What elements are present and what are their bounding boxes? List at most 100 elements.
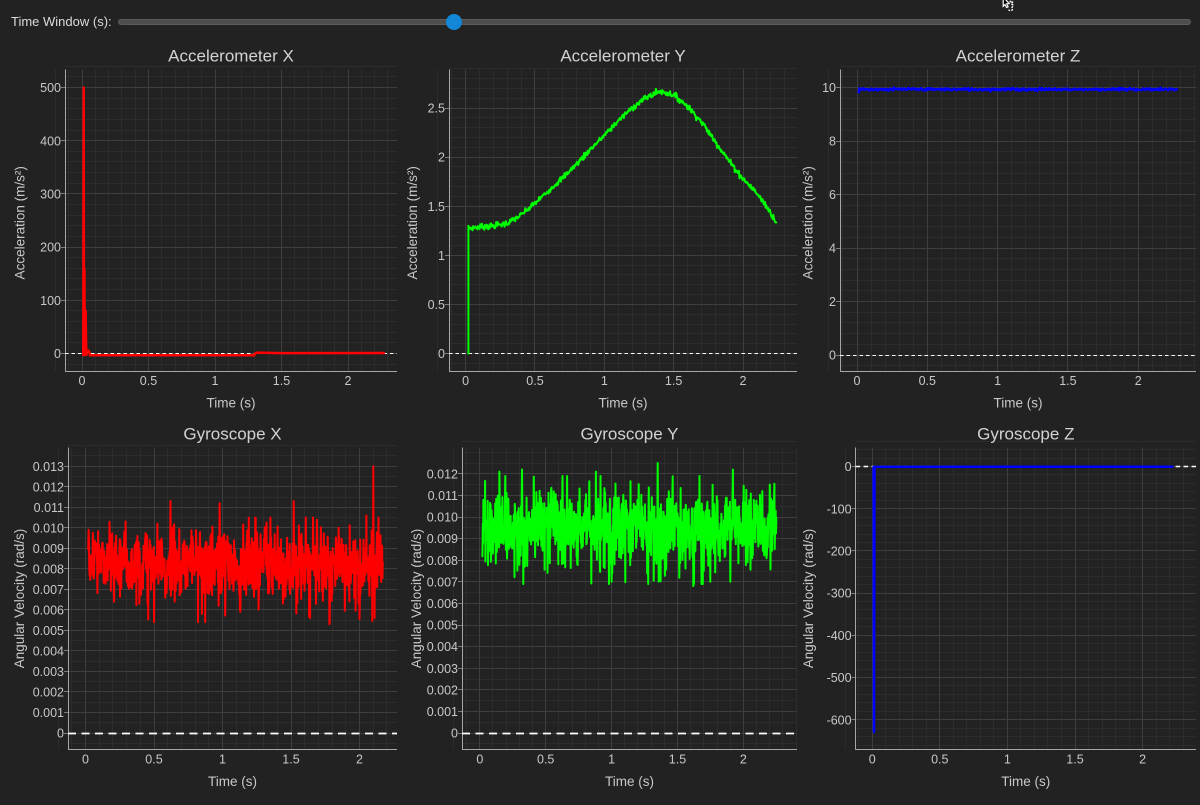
svg-text:1.5: 1.5 — [669, 753, 686, 767]
svg-text:100: 100 — [40, 294, 61, 308]
svg-text:0.008: 0.008 — [427, 554, 458, 568]
svg-text:0.5: 0.5 — [919, 374, 936, 388]
svg-text:0.007: 0.007 — [33, 583, 64, 597]
svg-text:Time (s): Time (s) — [1001, 774, 1050, 789]
svg-text:2.5: 2.5 — [428, 102, 445, 116]
svg-text:0.001: 0.001 — [427, 705, 458, 719]
svg-text:2: 2 — [345, 374, 352, 388]
svg-text:0: 0 — [462, 374, 469, 388]
svg-text:4: 4 — [829, 242, 836, 256]
svg-text:2: 2 — [740, 753, 747, 767]
svg-text:0.004: 0.004 — [427, 640, 458, 654]
svg-text:0.5: 0.5 — [526, 374, 543, 388]
svg-text:Accelerometer X: Accelerometer X — [168, 47, 294, 66]
svg-text:0.006: 0.006 — [427, 597, 458, 611]
svg-text:0.5: 0.5 — [428, 298, 445, 312]
svg-text:0.007: 0.007 — [427, 575, 458, 589]
svg-text:1.5: 1.5 — [1059, 374, 1076, 388]
svg-text:0.009: 0.009 — [427, 532, 458, 546]
svg-text:Gyroscope X: Gyroscope X — [183, 425, 281, 444]
svg-text:1: 1 — [212, 374, 219, 388]
svg-text:-500: -500 — [827, 671, 852, 685]
svg-text:0.002: 0.002 — [33, 686, 64, 700]
svg-text:1: 1 — [438, 249, 445, 263]
svg-text:-400: -400 — [827, 629, 852, 643]
svg-text:0: 0 — [451, 727, 458, 741]
svg-text:0.006: 0.006 — [33, 604, 64, 618]
svg-text:1.5: 1.5 — [282, 753, 299, 767]
svg-text:Time (s): Time (s) — [599, 396, 648, 411]
svg-text:0: 0 — [476, 753, 483, 767]
svg-text:0.011: 0.011 — [428, 489, 458, 503]
svg-text:0.003: 0.003 — [427, 662, 458, 676]
svg-text:0: 0 — [79, 374, 86, 388]
svg-text:200: 200 — [40, 241, 61, 255]
svg-text:-600: -600 — [827, 713, 852, 727]
svg-text:-100: -100 — [827, 502, 852, 516]
svg-text:0.013: 0.013 — [33, 460, 64, 474]
svg-text:0: 0 — [82, 753, 89, 767]
svg-text:0.010: 0.010 — [427, 511, 458, 525]
svg-text:0.5: 0.5 — [931, 753, 948, 767]
svg-text:0.005: 0.005 — [427, 619, 458, 633]
svg-text:Time (s): Time (s) — [207, 396, 256, 411]
svg-text:Gyroscope Z: Gyroscope Z — [977, 425, 1074, 444]
svg-text:Acceleration (m/s²): Acceleration (m/s²) — [405, 166, 420, 279]
svg-text:1: 1 — [219, 753, 226, 767]
svg-text:Acceleration (m/s²): Acceleration (m/s²) — [801, 166, 816, 279]
svg-text:Angular Velocity (rad/s): Angular Velocity (rad/s) — [409, 529, 424, 669]
svg-text:1: 1 — [994, 374, 1001, 388]
svg-text:Accelerometer Y: Accelerometer Y — [560, 47, 685, 66]
svg-text:0: 0 — [854, 374, 861, 388]
svg-text:8: 8 — [829, 135, 836, 149]
svg-text:400: 400 — [40, 134, 61, 148]
svg-text:1.5: 1.5 — [428, 200, 445, 214]
svg-text:Angular Velocity (rad/s): Angular Velocity (rad/s) — [12, 529, 27, 669]
svg-text:0.011: 0.011 — [34, 501, 64, 515]
svg-text:0: 0 — [438, 347, 445, 361]
svg-text:0.010: 0.010 — [33, 521, 64, 535]
svg-text:0.5: 0.5 — [537, 753, 554, 767]
svg-text:2: 2 — [829, 295, 836, 309]
svg-text:0.002: 0.002 — [427, 683, 458, 697]
svg-text:Time (s): Time (s) — [208, 774, 257, 789]
svg-text:300: 300 — [40, 188, 61, 202]
svg-text:0.5: 0.5 — [145, 753, 162, 767]
svg-text:Gyroscope Y: Gyroscope Y — [581, 425, 679, 444]
svg-text:2: 2 — [1139, 753, 1146, 767]
svg-text:0.012: 0.012 — [427, 467, 458, 481]
svg-text:1: 1 — [608, 753, 615, 767]
svg-text:Acceleration (m/s²): Acceleration (m/s²) — [13, 166, 28, 279]
svg-text:0.001: 0.001 — [33, 706, 64, 720]
svg-text:Angular Velocity (rad/s): Angular Velocity (rad/s) — [801, 529, 816, 669]
svg-text:10: 10 — [822, 81, 836, 95]
svg-text:6: 6 — [829, 188, 836, 202]
svg-text:1.5: 1.5 — [1066, 753, 1083, 767]
svg-text:2: 2 — [438, 151, 445, 165]
svg-text:Time (s): Time (s) — [994, 396, 1043, 411]
svg-text:0: 0 — [845, 460, 852, 474]
svg-text:1: 1 — [1004, 753, 1011, 767]
svg-text:Accelerometer Z: Accelerometer Z — [956, 47, 1081, 66]
svg-text:1.5: 1.5 — [273, 374, 290, 388]
svg-text:500: 500 — [40, 81, 61, 95]
svg-text:0.003: 0.003 — [33, 665, 64, 679]
svg-text:0: 0 — [869, 753, 876, 767]
svg-text:-200: -200 — [827, 545, 852, 559]
svg-text:0.5: 0.5 — [140, 374, 157, 388]
svg-text:0.012: 0.012 — [33, 480, 64, 494]
svg-text:2: 2 — [740, 374, 747, 388]
svg-text:Time (s): Time (s) — [605, 774, 654, 789]
svg-text:0.008: 0.008 — [33, 562, 64, 576]
svg-text:1: 1 — [601, 374, 608, 388]
svg-text:2: 2 — [356, 753, 363, 767]
svg-text:0.004: 0.004 — [33, 645, 64, 659]
svg-text:0.009: 0.009 — [33, 542, 64, 556]
svg-text:2: 2 — [1135, 374, 1142, 388]
svg-text:1.5: 1.5 — [665, 374, 682, 388]
svg-text:0.005: 0.005 — [33, 624, 64, 638]
svg-text:-300: -300 — [827, 587, 852, 601]
svg-text:0: 0 — [829, 349, 836, 363]
svg-text:0: 0 — [57, 727, 64, 741]
svg-text:0: 0 — [54, 347, 61, 361]
